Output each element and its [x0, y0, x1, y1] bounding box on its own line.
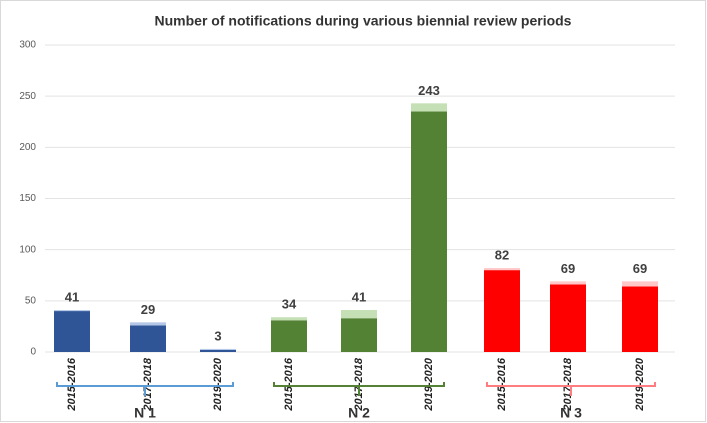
group-label: N 3 — [560, 405, 582, 421]
group-bracket — [273, 382, 445, 396]
bar-base — [54, 311, 90, 352]
x-tick-label: 2017-2018 — [142, 357, 154, 411]
y-tick-label: 250 — [19, 91, 36, 102]
x-tick-label: 2019-2020 — [423, 357, 435, 411]
x-tick-label: 2015-2016 — [496, 357, 508, 411]
bar-base — [550, 284, 586, 352]
bar-top — [200, 348, 236, 350]
data-label: 41 — [65, 289, 79, 304]
bar-base — [341, 318, 377, 352]
x-tick-label: 2017-2018 — [353, 357, 365, 411]
group-label: N 1 — [134, 405, 156, 421]
bar-top — [271, 317, 307, 321]
bar-top — [622, 281, 658, 287]
y-tick-label: 100 — [19, 244, 36, 255]
x-tick-label: 2019-2020 — [212, 357, 224, 411]
bar-top — [550, 281, 586, 285]
y-tick-label: 300 — [19, 40, 36, 51]
bar-top — [130, 322, 166, 326]
bar-base — [622, 286, 658, 352]
group-label: N 2 — [348, 405, 370, 421]
bar-base — [200, 349, 236, 352]
data-label: 82 — [495, 248, 509, 263]
bar-top — [411, 103, 447, 112]
y-tick-label: 0 — [30, 347, 36, 358]
bar-top — [54, 310, 90, 312]
chart-title: Number of notifications during various b… — [155, 13, 572, 29]
data-label: 3 — [214, 328, 221, 343]
y-tick-label: 50 — [25, 295, 37, 306]
y-tick-label: 200 — [19, 142, 36, 153]
bar-top — [341, 310, 377, 319]
bar-top — [484, 268, 520, 271]
y-tick-label: 150 — [19, 193, 36, 204]
bar-base — [130, 325, 166, 352]
data-label: 34 — [282, 297, 297, 312]
data-label: 243 — [418, 83, 440, 98]
data-label: 69 — [633, 261, 647, 276]
x-tick-label: 2015-2016 — [66, 357, 78, 411]
bar-base — [271, 320, 307, 352]
data-label: 69 — [561, 261, 575, 276]
data-label: 41 — [352, 289, 366, 304]
x-tick-label: 2015-2016 — [283, 357, 295, 411]
group-bracket — [486, 382, 656, 396]
group-bracket — [56, 382, 234, 396]
bar-base — [411, 111, 447, 353]
x-tick-label: 2017-2018 — [562, 357, 574, 411]
data-label: 29 — [141, 302, 155, 317]
bar-base — [484, 270, 520, 352]
x-tick-label: 2019-2020 — [634, 357, 646, 411]
